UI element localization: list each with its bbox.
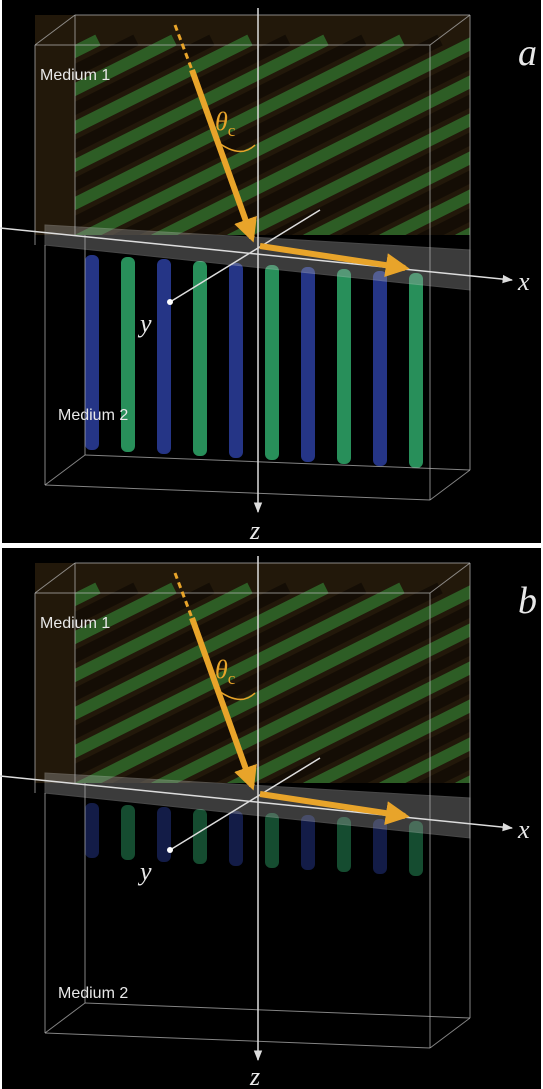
y-axis-label: y <box>137 309 152 338</box>
field-bar <box>85 803 99 858</box>
panel: b Medium 1 Medium 2 θc x y z <box>0 548 543 1089</box>
field-bar <box>409 273 423 468</box>
field-bar <box>157 807 171 862</box>
angle-subscript: c <box>228 669 236 688</box>
field-bar <box>193 809 207 864</box>
figure: aMedium 1Medium 2θcxyzbMedium 1Medium 2θ… <box>0 0 543 1089</box>
y-axis-label: y <box>137 857 152 886</box>
medium-1-label: Medium 1 <box>40 67 110 84</box>
angle-symbol: θ <box>215 655 228 684</box>
z-axis-label: z <box>249 1062 260 1089</box>
z-axis-label: z <box>249 516 260 545</box>
panel-label: a <box>518 32 537 74</box>
field-bar <box>265 265 279 460</box>
medium-2-label: Medium 2 <box>58 985 128 1002</box>
angle-subscript: c <box>228 121 236 140</box>
y-axis-tip <box>167 847 173 853</box>
medium-1-face <box>35 563 470 783</box>
medium-1-face <box>35 15 470 235</box>
field-bar <box>193 261 207 456</box>
field-bar <box>121 805 135 860</box>
panel-label: b <box>518 580 537 622</box>
panel: a Medium 1 Medium 2 θc x y z <box>0 0 543 545</box>
field-bar <box>265 813 279 868</box>
field-bar <box>157 259 171 454</box>
x-axis-label: x <box>517 267 530 296</box>
x-axis-label: x <box>517 815 530 844</box>
field-bar <box>373 271 387 466</box>
medium-1-label: Medium 1 <box>40 615 110 632</box>
field-bar <box>301 267 315 462</box>
field-bar <box>337 269 351 464</box>
angle-symbol: θ <box>215 107 228 136</box>
medium-2-label: Medium 2 <box>58 407 128 424</box>
y-axis-tip <box>167 299 173 305</box>
field-bar <box>301 815 315 870</box>
field-bar <box>229 811 243 866</box>
field-bar <box>229 263 243 458</box>
